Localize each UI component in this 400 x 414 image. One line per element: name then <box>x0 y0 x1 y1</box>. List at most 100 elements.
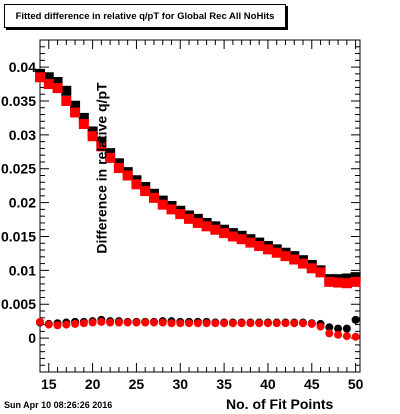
data-point-circle <box>132 318 141 327</box>
data-point-square <box>78 119 89 130</box>
plot-frame <box>39 39 361 373</box>
data-point-square <box>96 141 107 152</box>
y-tick-label: 0 <box>28 330 36 346</box>
data-point-square <box>52 83 63 94</box>
data-point-square <box>78 112 89 123</box>
data-point-square <box>298 258 309 269</box>
data-point-circle <box>114 318 123 327</box>
data-point-square <box>122 170 133 181</box>
data-point-circle <box>237 319 246 328</box>
data-point-circle <box>141 318 150 327</box>
data-point-square <box>131 179 142 190</box>
data-point-circle <box>351 315 360 324</box>
data-point-square <box>87 131 98 142</box>
data-point-circle <box>220 319 229 328</box>
x-axis-label: No. of Fit Points <box>226 396 334 412</box>
data-point-circle <box>71 319 80 328</box>
chart-title: Fitted difference in relative q/pT for G… <box>4 4 286 28</box>
data-point-square <box>219 228 230 239</box>
data-point-circle <box>106 318 115 327</box>
data-point-circle <box>272 319 281 328</box>
data-point-circle <box>53 321 62 330</box>
x-tick-label: 40 <box>260 376 276 392</box>
data-point-circle <box>255 319 264 328</box>
x-tick-label: 45 <box>304 376 320 392</box>
data-point-square <box>35 72 45 83</box>
data-point-square <box>201 221 212 232</box>
data-point-circle <box>88 318 97 327</box>
y-tick-label: 0.04 <box>9 59 36 75</box>
data-point-circle <box>351 332 360 341</box>
y-tick-label: 0.015 <box>1 228 36 244</box>
data-point-square <box>341 278 352 289</box>
data-point-square <box>157 199 168 210</box>
data-point-square <box>52 77 63 88</box>
data-point-circle <box>97 317 106 326</box>
data-point-square <box>175 209 186 220</box>
data-point-square <box>350 276 361 287</box>
data-point-square <box>324 276 335 287</box>
data-point-square <box>236 234 247 245</box>
data-point-square <box>148 192 159 203</box>
data-point-square <box>262 244 273 255</box>
x-tick-label: 15 <box>41 376 57 392</box>
data-point-circle <box>290 319 299 328</box>
data-point-circle <box>342 332 351 341</box>
data-point-circle <box>202 319 211 328</box>
data-point-circle <box>149 318 158 327</box>
data-point-square <box>184 213 195 224</box>
y-tick-label: 0.03 <box>9 127 36 143</box>
data-point-circle <box>316 322 325 331</box>
data-point-circle <box>79 319 88 328</box>
y-tick-label: 0.02 <box>9 195 36 211</box>
data-point-circle <box>176 319 185 328</box>
data-point-circle <box>325 329 334 338</box>
y-tick-label: 0.01 <box>9 262 36 278</box>
y-tick-label: 0.025 <box>1 161 36 177</box>
data-point-circle <box>325 323 334 332</box>
y-axis-label: Difference in relative q/pT <box>93 82 110 254</box>
data-point-circle <box>307 319 316 328</box>
x-tick-label: 50 <box>348 376 364 392</box>
data-point-square <box>210 224 221 235</box>
data-point-square <box>43 79 54 90</box>
data-point-circle <box>246 319 255 328</box>
data-point-circle <box>36 317 44 326</box>
x-tick-label: 20 <box>85 376 101 392</box>
x-tick-label: 30 <box>172 376 188 392</box>
data-point-circle <box>167 319 176 328</box>
data-point-square <box>61 95 72 106</box>
timestamp: Sun Apr 10 08:26:26 2016 <box>4 400 113 410</box>
x-tick-label: 35 <box>216 376 232 392</box>
data-point-square <box>113 163 124 174</box>
data-point-square <box>140 186 151 197</box>
data-point-circle <box>123 318 132 327</box>
data-point-square <box>306 263 317 274</box>
data-point-square <box>245 237 256 248</box>
data-point-square <box>70 107 81 118</box>
data-point-square <box>43 72 54 83</box>
data-point-circle <box>281 319 290 328</box>
data-point-square <box>271 247 282 258</box>
y-tick-label: 0.035 <box>1 93 36 109</box>
data-point-square <box>70 100 81 111</box>
y-tick-label: 0.005 <box>1 296 36 312</box>
data-point-square <box>254 240 265 251</box>
data-point-square <box>61 85 72 96</box>
data-point-circle <box>158 318 167 327</box>
data-point-circle <box>62 320 71 329</box>
data-point-square <box>280 251 291 262</box>
data-point-circle <box>334 324 343 333</box>
data-point-circle <box>44 320 53 329</box>
data-point-circle <box>342 324 351 333</box>
data-point-circle <box>334 330 343 339</box>
data-point-square <box>289 254 300 265</box>
x-tick-label: 25 <box>129 376 145 392</box>
data-point-square <box>192 217 203 228</box>
data-point-square <box>105 152 116 163</box>
data-point-square <box>166 204 177 215</box>
data-point-circle <box>211 319 220 328</box>
data-point-circle <box>185 319 194 328</box>
data-point-square <box>315 267 326 278</box>
